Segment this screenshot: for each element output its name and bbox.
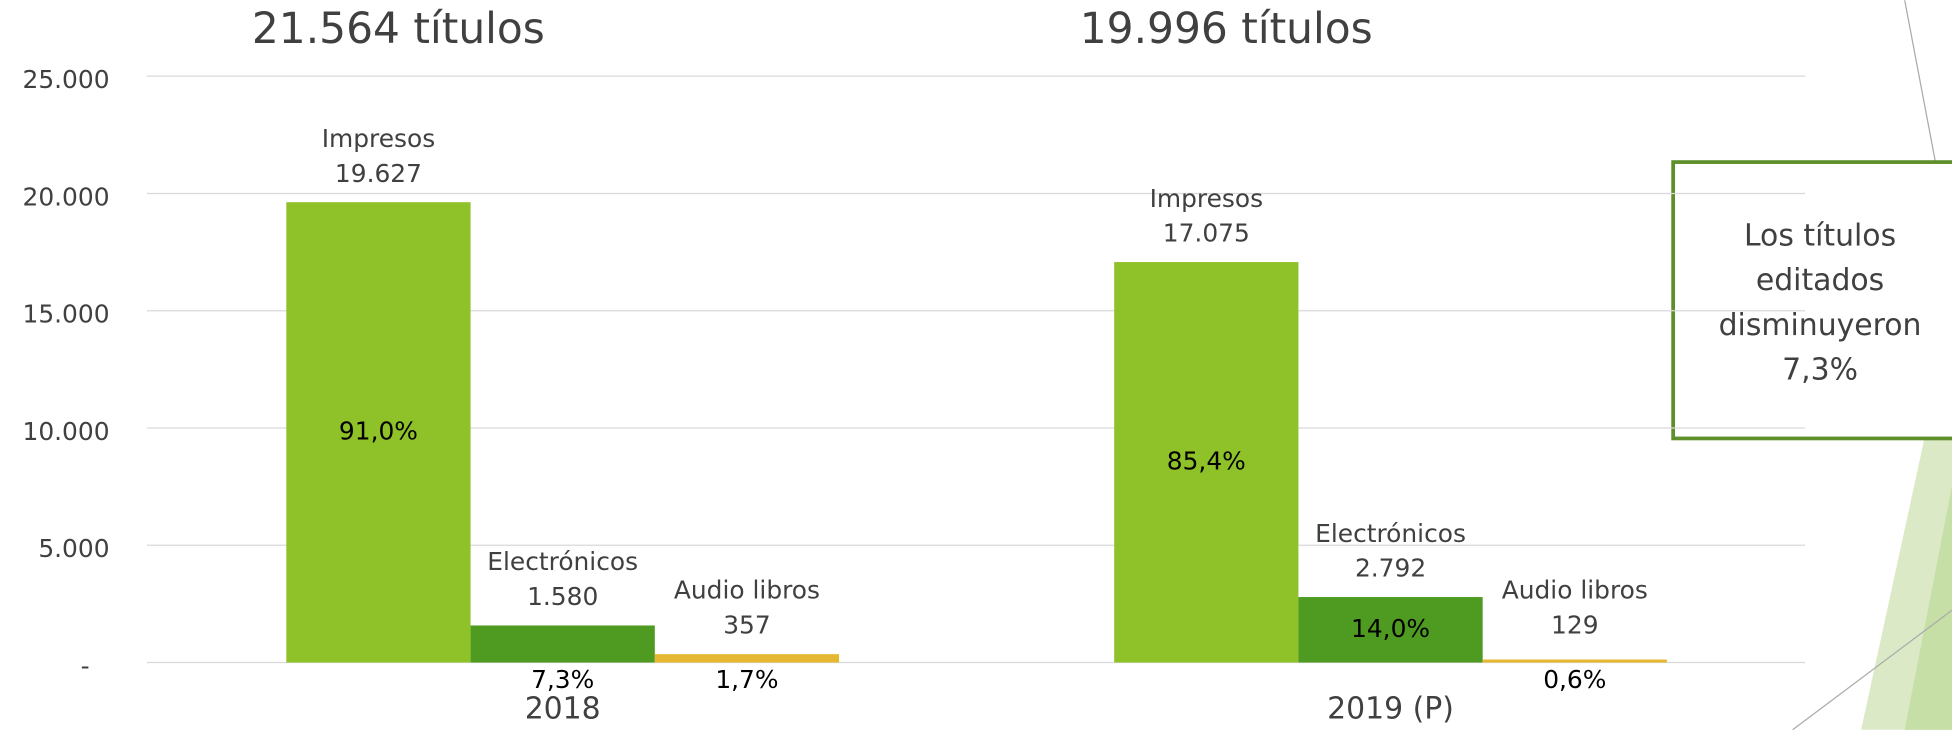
category-total: 19.996 títulos bbox=[1080, 4, 1373, 53]
value-label: 2.792 bbox=[1355, 554, 1426, 583]
annotation-box bbox=[1671, 160, 1952, 441]
y-tick-label: 20.000 bbox=[23, 182, 110, 211]
series-label: Electrónicos bbox=[487, 547, 638, 576]
value-label: 17.075 bbox=[1163, 219, 1250, 248]
series-label: Electrónicos bbox=[1315, 519, 1466, 548]
share-label: 7,3% bbox=[531, 665, 594, 694]
annotation: editados bbox=[1756, 263, 1884, 298]
series-label: Audio libros bbox=[1502, 576, 1648, 605]
annotation: 7,3% bbox=[1782, 353, 1858, 388]
category-label: 2019 (P) bbox=[1327, 691, 1454, 726]
bar bbox=[1482, 659, 1667, 663]
bar bbox=[1298, 597, 1483, 663]
share-label: 0,6% bbox=[1543, 665, 1606, 694]
series-label: Audio libros bbox=[674, 576, 820, 605]
bar bbox=[286, 202, 471, 663]
y-tick-label: - bbox=[81, 652, 90, 681]
share-label: 85,4% bbox=[1167, 446, 1246, 475]
bar bbox=[1114, 262, 1299, 663]
share-label: 1,7% bbox=[715, 665, 778, 694]
bar bbox=[470, 625, 655, 663]
value-label: 1.580 bbox=[527, 582, 598, 611]
y-tick-label: 15.000 bbox=[23, 300, 110, 329]
value-label: 129 bbox=[1551, 610, 1598, 639]
value-label: 357 bbox=[723, 610, 770, 639]
series-label: Impresos bbox=[322, 124, 435, 153]
share-label: 91,0% bbox=[339, 416, 418, 445]
decoration bbox=[1904, 485, 1952, 730]
value-label: 19.627 bbox=[335, 159, 422, 188]
y-tick-label: 5.000 bbox=[38, 534, 109, 563]
y-tick-label: 10.000 bbox=[23, 417, 110, 446]
category-total: 21.564 títulos bbox=[252, 4, 545, 53]
series-label: Impresos bbox=[1150, 184, 1263, 213]
decoration bbox=[1792, 609, 1952, 730]
share-label: 14,0% bbox=[1351, 614, 1430, 643]
category-label: 2018 bbox=[525, 691, 601, 726]
bar bbox=[654, 654, 840, 663]
annotation: disminuyeron bbox=[1719, 308, 1922, 343]
y-tick-label: 25.000 bbox=[23, 65, 110, 94]
annotation: Los títulos bbox=[1744, 218, 1896, 253]
